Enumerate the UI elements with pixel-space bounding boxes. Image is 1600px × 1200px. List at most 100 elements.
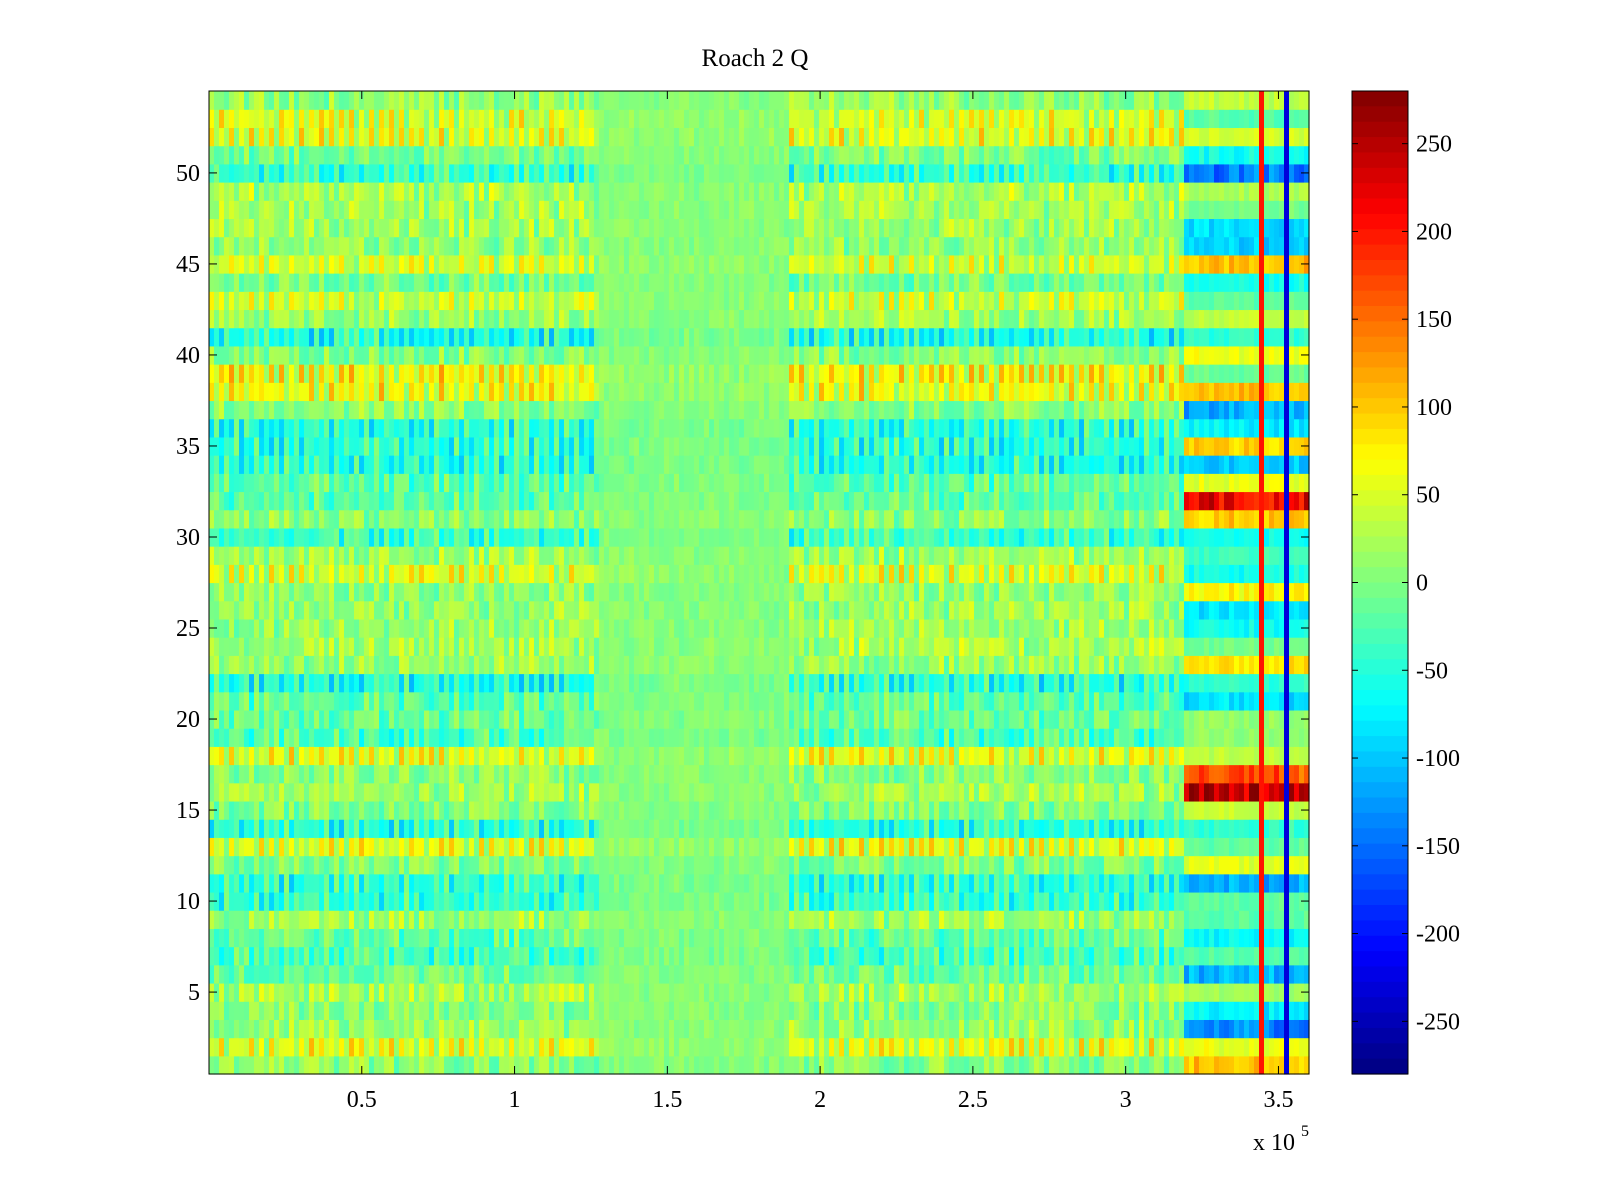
heatmap-cell — [404, 709, 410, 729]
heatmap-cell — [389, 382, 395, 402]
heatmap-cell — [454, 782, 460, 802]
heatmap-cell — [404, 855, 410, 875]
heatmap-cell — [299, 800, 305, 820]
heatmap-cell — [219, 691, 225, 711]
heatmap-cell — [509, 455, 515, 474]
heatmap-cell — [379, 273, 385, 292]
heatmap-cell — [214, 1019, 220, 1039]
heatmap-cell — [574, 1019, 580, 1039]
heatmap-cell — [644, 873, 650, 893]
heatmap-cell — [449, 546, 455, 565]
heatmap-cell — [394, 891, 400, 911]
heatmap-cell — [434, 873, 440, 893]
heatmap-cell — [239, 473, 245, 493]
heatmap-cell — [579, 109, 585, 128]
heatmap-cell — [534, 491, 540, 511]
heatmap-cell — [649, 254, 655, 274]
heatmap-cell — [234, 473, 240, 493]
heatmap-cell — [269, 600, 275, 620]
heatmap-cell — [464, 127, 470, 147]
heatmap-cell — [344, 436, 350, 456]
heatmap-cell — [539, 236, 545, 256]
heatmap-cell — [259, 928, 265, 948]
heatmap-cell — [334, 1001, 340, 1020]
heatmap-cell — [289, 254, 295, 274]
heatmap-cell — [589, 782, 595, 802]
heatmap-cell — [479, 218, 485, 238]
heatmap-cell — [619, 1019, 625, 1039]
heatmap-cell — [529, 618, 535, 638]
heatmap-cell — [244, 1001, 250, 1020]
heatmap-cell — [599, 182, 605, 201]
heatmap-cell — [424, 709, 430, 729]
heatmap-cell — [574, 1037, 580, 1057]
heatmap-cell — [489, 837, 495, 857]
heatmap-cell — [569, 163, 575, 183]
heatmap-cell — [219, 291, 225, 311]
heatmap-cell — [304, 618, 310, 638]
heatmap-cell — [439, 218, 445, 238]
heatmap-cell — [459, 691, 465, 711]
heatmap-cell — [314, 673, 320, 693]
heatmap-cell — [344, 109, 350, 128]
heatmap-cell — [349, 109, 355, 128]
heatmap-cell — [614, 691, 620, 711]
heatmap-cell — [364, 655, 370, 675]
heatmap-cell — [539, 746, 545, 766]
heatmap-cell — [234, 728, 240, 747]
heatmap-cell — [354, 637, 360, 656]
heatmap-cell — [394, 1037, 400, 1057]
heatmap-cell — [289, 564, 295, 584]
heatmap-cell — [519, 127, 525, 147]
heatmap-cell — [444, 200, 450, 220]
heatmap-cell — [419, 109, 425, 128]
heatmap-cell — [334, 455, 340, 474]
heatmap-cell — [294, 127, 300, 147]
heatmap-cell — [379, 364, 385, 383]
heatmap-cell — [369, 273, 375, 292]
heatmap-cell — [604, 382, 610, 402]
heatmap-cell — [529, 782, 535, 802]
heatmap-cell — [654, 327, 660, 347]
heatmap-cell — [469, 145, 475, 165]
heatmap-cell — [304, 910, 310, 929]
heatmap-cell — [329, 1037, 335, 1057]
heatmap-cell — [439, 182, 445, 201]
heatmap-cell — [619, 819, 625, 838]
heatmap-cell — [304, 200, 310, 220]
heatmap-cell — [564, 800, 570, 820]
heatmap-cell — [359, 819, 365, 838]
heatmap-cell — [644, 200, 650, 220]
heatmap-cell — [234, 273, 240, 292]
heatmap-cell — [299, 819, 305, 838]
heatmap-cell — [224, 800, 230, 820]
heatmap-cell — [434, 218, 440, 238]
heatmap-cell — [299, 746, 305, 766]
heatmap-cell — [349, 582, 355, 602]
heatmap-cell — [354, 1001, 360, 1020]
heatmap-cell — [584, 455, 590, 474]
heatmap-cell — [644, 910, 650, 929]
heatmap-cell — [419, 163, 425, 183]
heatmap-cell — [554, 436, 560, 456]
heatmap-cell — [659, 364, 665, 383]
heatmap-cell — [594, 618, 600, 638]
heatmap-cell — [249, 782, 255, 802]
heatmap-cell — [219, 400, 225, 420]
heatmap-cell — [489, 509, 495, 529]
heatmap-cell — [274, 145, 280, 165]
heatmap-cell — [444, 691, 450, 711]
heatmap-cell — [464, 655, 470, 675]
heatmap-cell — [434, 855, 440, 875]
heatmap-cell — [289, 455, 295, 474]
heatmap-cell — [324, 109, 330, 128]
heatmap-cell — [254, 309, 260, 329]
heatmap-cell — [309, 637, 315, 656]
heatmap-cell — [564, 218, 570, 238]
heatmap-cell — [499, 1019, 505, 1039]
heatmap-cell — [329, 491, 335, 511]
heatmap-cell — [319, 91, 325, 110]
heatmap-cell — [274, 1001, 280, 1020]
heatmap-cell — [344, 982, 350, 1002]
heatmap-cell — [264, 891, 270, 911]
